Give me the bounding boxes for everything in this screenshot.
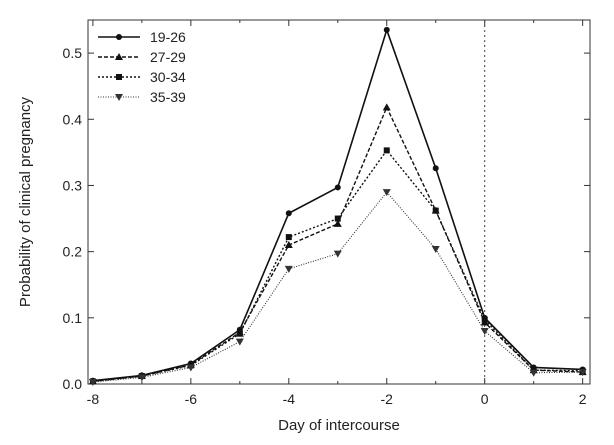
x-tick-label: -6 bbox=[185, 391, 198, 407]
data-point bbox=[137, 374, 146, 382]
legend-marker bbox=[116, 74, 122, 80]
legend-marker bbox=[115, 94, 123, 101]
data-point bbox=[285, 210, 292, 217]
data-point bbox=[432, 165, 439, 172]
legend-item: 19-26 bbox=[98, 29, 186, 45]
data-point bbox=[333, 219, 342, 227]
data-point bbox=[481, 316, 488, 323]
data-point bbox=[432, 207, 439, 214]
x-axis-label: Day of intercourse bbox=[278, 417, 400, 434]
series-line bbox=[92, 105, 583, 383]
data-point bbox=[334, 184, 341, 191]
data-point bbox=[334, 215, 341, 222]
x-tick-label: -4 bbox=[283, 391, 296, 407]
legend: 19-26 27-29 30-34 35-39 bbox=[98, 29, 186, 105]
y-tick-label: 0.4 bbox=[63, 111, 83, 127]
x-tick-label: -8 bbox=[87, 391, 100, 407]
data-point bbox=[285, 234, 292, 241]
y-tick-label: 0.3 bbox=[63, 177, 83, 193]
series-35-39 bbox=[88, 189, 587, 387]
data-point bbox=[88, 379, 97, 387]
y-tick-label: 0.0 bbox=[63, 376, 83, 392]
data-point bbox=[284, 265, 293, 273]
data-point bbox=[578, 369, 587, 377]
legend-label: 19-26 bbox=[150, 29, 186, 45]
x-tick-label: -2 bbox=[381, 391, 394, 407]
data-point bbox=[382, 189, 391, 197]
data-point bbox=[431, 245, 440, 253]
series-27-29 bbox=[88, 103, 587, 385]
data-point bbox=[529, 369, 538, 377]
plot-frame bbox=[87, 19, 591, 385]
data-point bbox=[383, 26, 390, 33]
legend-label: 35-39 bbox=[150, 89, 186, 105]
data-point bbox=[236, 330, 243, 337]
data-point bbox=[186, 364, 195, 372]
legend-marker bbox=[115, 53, 123, 60]
legend-marker bbox=[116, 34, 122, 40]
y-tick-label: 0.2 bbox=[63, 244, 83, 260]
data-point bbox=[480, 328, 489, 336]
data-point bbox=[382, 103, 391, 111]
x-tick-label: 2 bbox=[579, 391, 587, 407]
legend-item: 35-39 bbox=[98, 89, 186, 105]
legend-item: 30-34 bbox=[98, 69, 186, 85]
legend-item: 27-29 bbox=[98, 49, 186, 65]
series-line bbox=[92, 191, 583, 383]
data-point bbox=[284, 241, 293, 249]
axes: -8 -6 -4 -2 0 2 0.0 0.1 0.2 0.3 0.4 0.5 bbox=[63, 19, 591, 407]
y-tick-label: 0.1 bbox=[63, 310, 83, 326]
x-tick-label: 0 bbox=[481, 391, 489, 407]
data-point bbox=[333, 250, 342, 258]
legend-label: 27-29 bbox=[150, 49, 186, 65]
y-tick-label: 0.5 bbox=[63, 45, 83, 61]
series-group bbox=[88, 26, 587, 387]
legend-label: 30-34 bbox=[150, 69, 186, 85]
y-axis-label: Probability of clinical pregnancy bbox=[17, 96, 34, 307]
data-point bbox=[235, 338, 244, 346]
data-point bbox=[383, 147, 390, 154]
